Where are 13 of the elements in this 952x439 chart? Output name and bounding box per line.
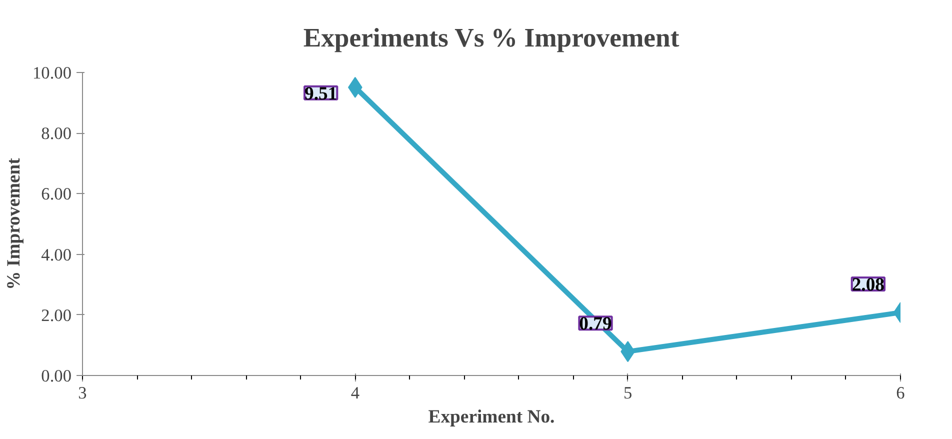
y-tick-label: 2.00 [41,306,72,325]
y-tick-label: 4.00 [41,245,72,264]
y-tick-label: 8.00 [41,124,72,144]
x-tick-label: 4 [350,384,360,402]
y-tick-label: 0.00 [41,366,72,386]
y-axis-title: % Improvement [4,157,25,290]
x-axis-title: Experiment No. [428,406,555,428]
chart-title: Experiments Vs % Improvement [303,22,680,52]
y-tick-label: 10.00 [32,64,72,82]
x-tick-label: 3 [78,384,87,402]
y-tick-label: 6.00 [41,184,72,204]
x-tick-label: 5 [624,384,632,402]
x-tick-label: 6 [896,384,906,402]
